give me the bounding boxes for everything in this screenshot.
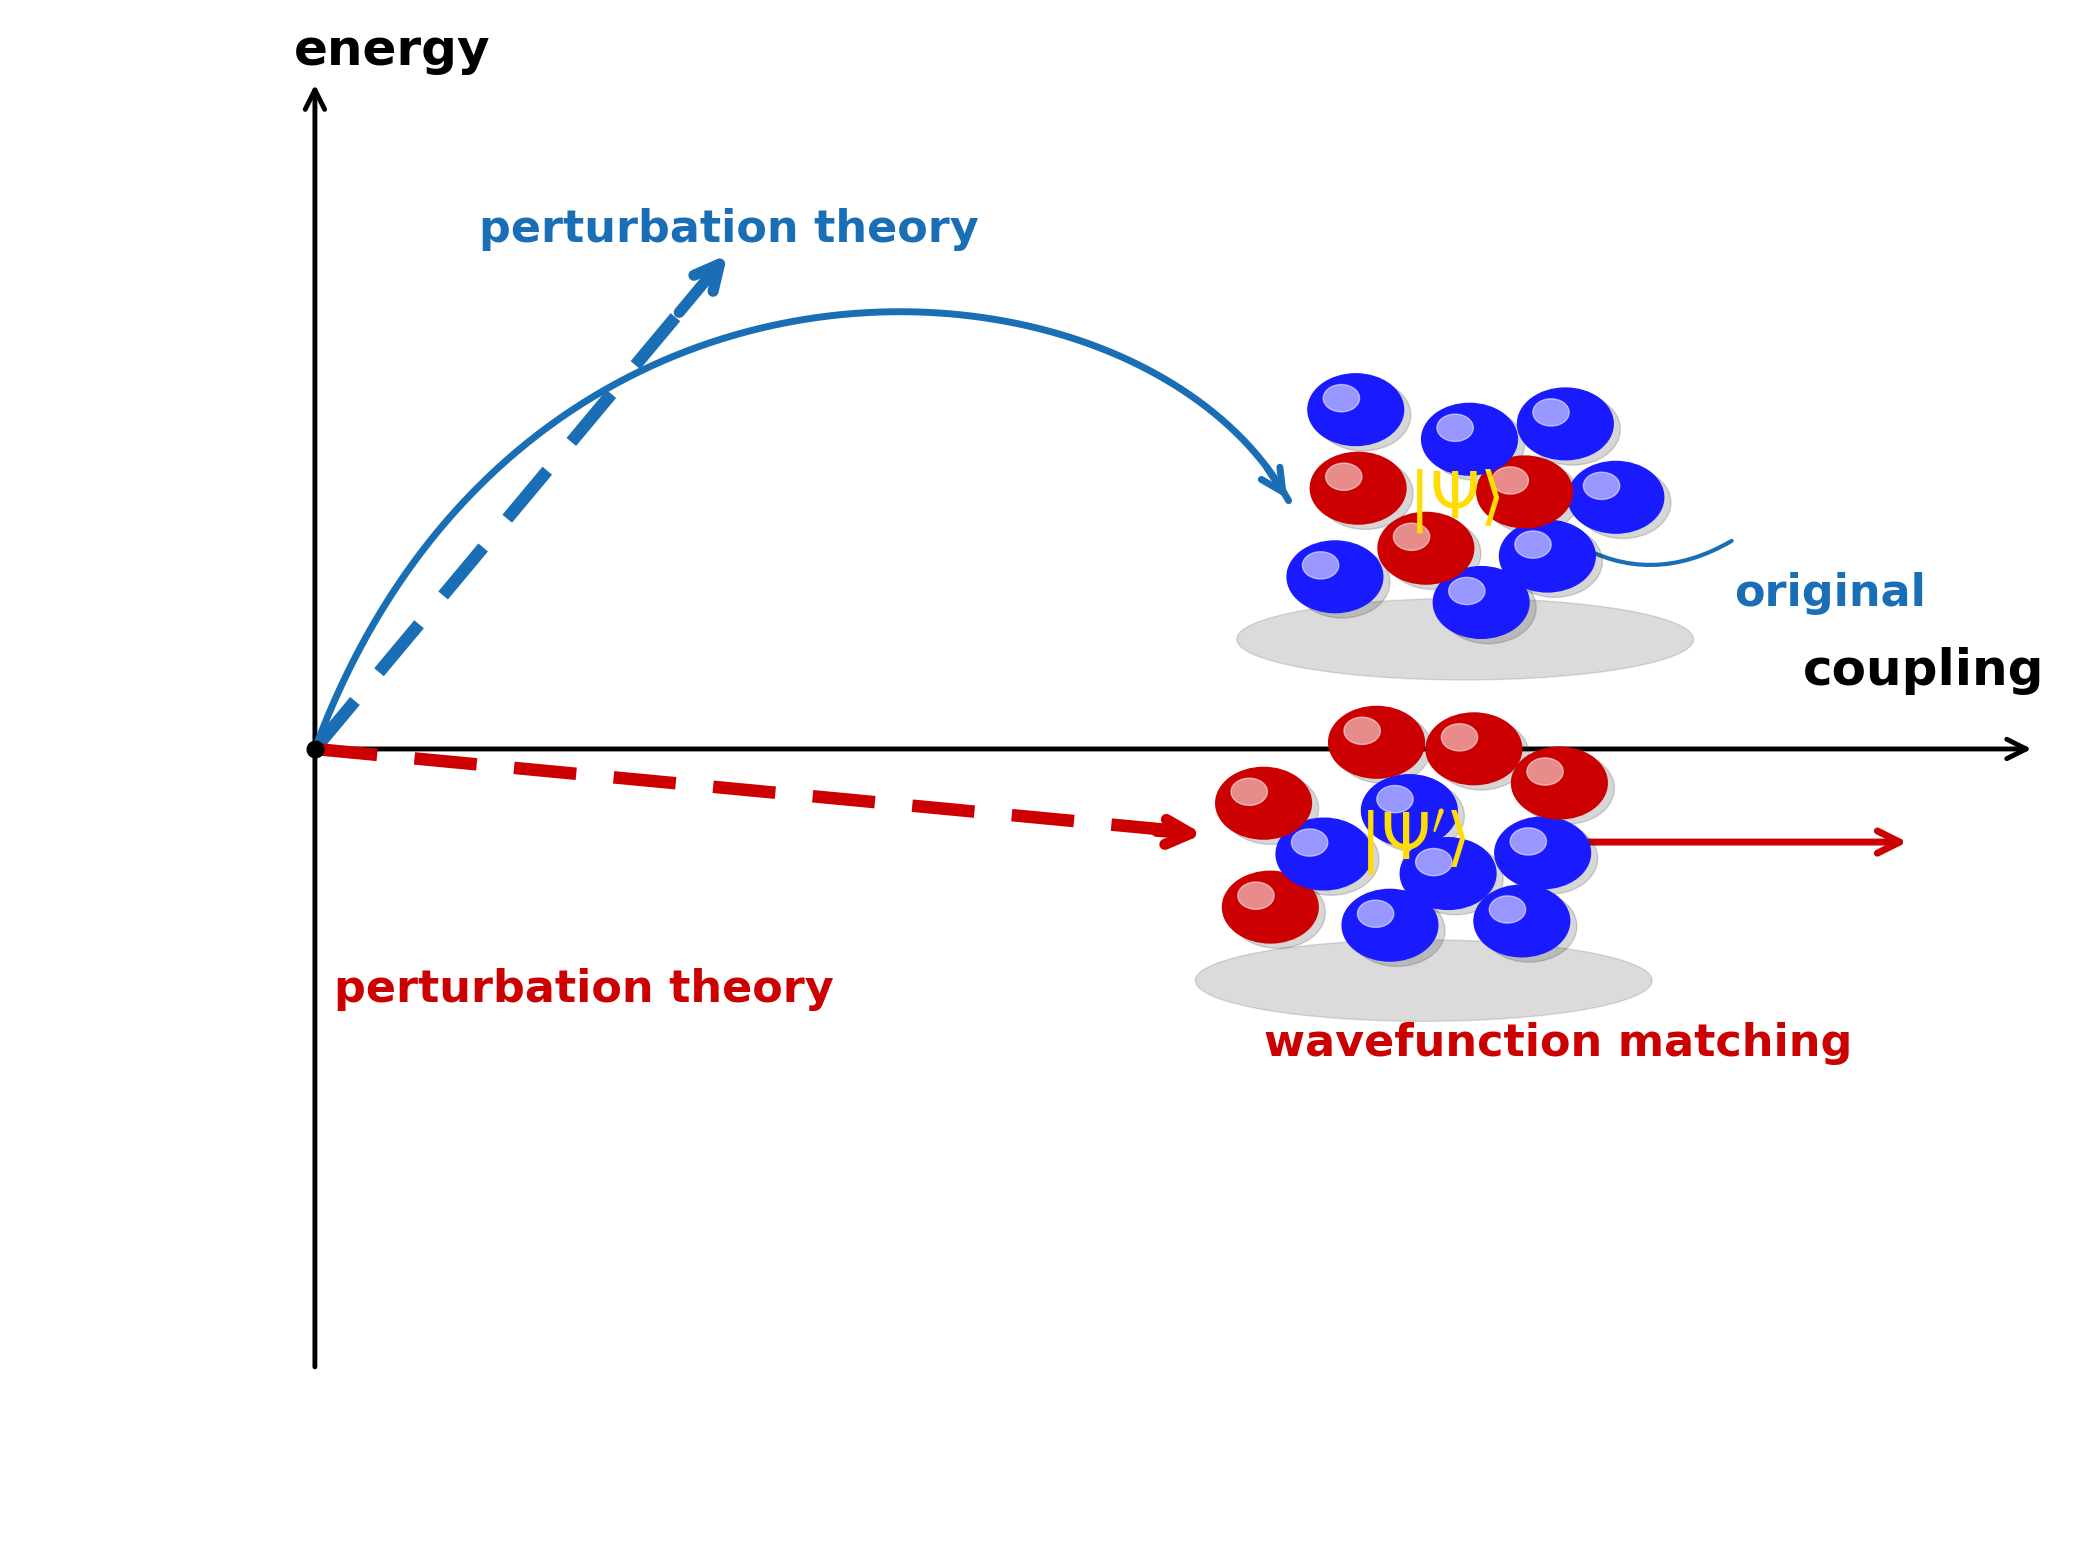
Circle shape [1568, 462, 1664, 534]
Circle shape [1429, 409, 1525, 480]
Circle shape [1283, 824, 1379, 895]
Circle shape [1427, 713, 1523, 785]
Circle shape [1302, 552, 1340, 579]
Circle shape [1583, 473, 1620, 499]
Circle shape [1408, 842, 1504, 914]
Circle shape [1358, 900, 1394, 927]
Circle shape [1223, 872, 1319, 942]
Circle shape [1288, 541, 1383, 613]
Circle shape [1489, 895, 1525, 924]
Circle shape [1416, 849, 1452, 875]
Circle shape [1437, 413, 1473, 441]
Circle shape [1500, 519, 1595, 591]
Text: perturbation theory: perturbation theory [335, 967, 834, 1011]
Circle shape [1231, 778, 1267, 805]
Circle shape [1350, 895, 1446, 967]
Circle shape [1394, 523, 1429, 551]
Circle shape [1441, 724, 1477, 750]
Circle shape [1229, 877, 1325, 948]
Circle shape [1433, 566, 1529, 638]
Circle shape [1379, 512, 1475, 583]
Circle shape [1238, 881, 1275, 909]
Circle shape [1527, 758, 1564, 785]
Circle shape [1502, 822, 1597, 894]
Circle shape [1277, 817, 1373, 889]
Circle shape [1510, 828, 1548, 855]
Circle shape [1362, 775, 1458, 847]
Circle shape [1433, 718, 1529, 789]
Circle shape [1441, 573, 1537, 644]
Circle shape [1335, 711, 1431, 783]
Circle shape [1400, 838, 1496, 909]
Circle shape [1421, 404, 1516, 476]
Circle shape [1496, 817, 1591, 889]
Circle shape [1518, 388, 1614, 460]
Circle shape [1575, 466, 1670, 538]
Text: original: original [1735, 573, 1926, 615]
Circle shape [1342, 889, 1437, 961]
Circle shape [1533, 399, 1568, 426]
Circle shape [1477, 456, 1572, 527]
Circle shape [1223, 772, 1319, 844]
Text: coupling: coupling [1803, 647, 2045, 694]
Text: energy: energy [293, 27, 491, 75]
Text: $|\Psi'\rangle$: $|\Psi'\rangle$ [1358, 808, 1466, 877]
Circle shape [1518, 752, 1614, 824]
Circle shape [1294, 546, 1389, 618]
Circle shape [1475, 885, 1570, 956]
Circle shape [1292, 828, 1327, 856]
Circle shape [1317, 457, 1412, 529]
Circle shape [1483, 462, 1579, 534]
Circle shape [1512, 747, 1608, 819]
Text: wavefunction matching: wavefunction matching [1265, 1022, 1851, 1065]
Circle shape [1323, 385, 1360, 412]
Ellipse shape [1196, 939, 1652, 1022]
Circle shape [1310, 452, 1406, 524]
Ellipse shape [1238, 599, 1693, 680]
Circle shape [1377, 786, 1412, 813]
Circle shape [1315, 379, 1410, 451]
Circle shape [1481, 891, 1577, 963]
Text: perturbation theory: perturbation theory [478, 207, 980, 251]
Circle shape [1506, 526, 1602, 597]
Circle shape [1369, 780, 1464, 852]
Circle shape [1308, 374, 1404, 446]
Circle shape [1514, 530, 1552, 558]
Text: $|\Psi\rangle$: $|\Psi\rangle$ [1408, 466, 1502, 535]
Circle shape [1525, 393, 1620, 465]
Circle shape [1385, 518, 1481, 590]
Circle shape [1325, 463, 1362, 490]
Circle shape [1344, 718, 1381, 744]
Circle shape [1448, 577, 1485, 605]
Circle shape [1329, 707, 1425, 778]
Circle shape [1215, 768, 1310, 839]
Circle shape [1491, 466, 1529, 495]
